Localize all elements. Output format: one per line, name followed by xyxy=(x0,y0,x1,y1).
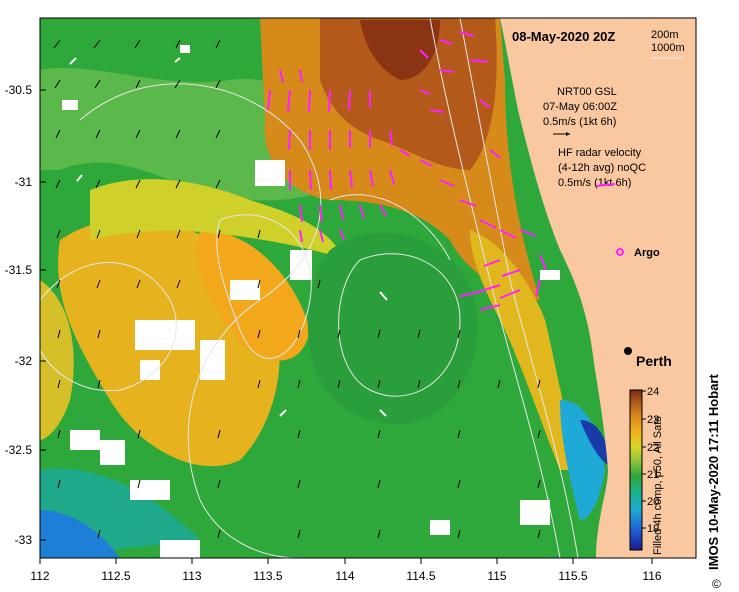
lon-tick-label: 114.5 xyxy=(406,569,435,583)
hf-label-line1: HF radar velocity xyxy=(558,147,642,159)
map-frame xyxy=(39,17,697,559)
depth-label-1000m: 1000m xyxy=(651,42,685,54)
hf-legend-arrow xyxy=(595,183,616,187)
colorbar-tick-label: 21 xyxy=(647,469,659,481)
lon-tick-label: 115 xyxy=(487,569,506,583)
colorbar-ticks xyxy=(642,390,646,529)
bathymetry-contours xyxy=(40,18,579,558)
gsl-label-line2: 07-May 06:00Z xyxy=(543,101,617,113)
hf-label-line3: 0.5m/s (1kt 6h) xyxy=(558,177,631,189)
lon-tick-label: 115.5 xyxy=(558,569,587,583)
lon-tick-label: 112.5 xyxy=(101,569,130,583)
lon-tick-label: 114 xyxy=(335,569,354,583)
lon-tick-label: 112 xyxy=(30,569,49,583)
lon-tick-marks xyxy=(39,558,653,564)
perth-label: Perth xyxy=(636,353,672,369)
white-velocity-arrows xyxy=(69,57,388,417)
lon-tick-label: 113 xyxy=(182,569,201,583)
lon-tick-label: 116 xyxy=(642,569,661,583)
colorbar-tick-label: 20 xyxy=(647,496,659,508)
colorbar-tick-label: 24 xyxy=(647,386,659,398)
gsl-velocity-arrows xyxy=(53,39,541,539)
argo-marker-icon xyxy=(616,248,624,256)
gsl-label-line1: NRT00 GSL xyxy=(557,86,617,98)
colorbar xyxy=(629,389,643,551)
depth-label-200m: 200m xyxy=(651,29,679,41)
colorbar-title: Filled 4h comp, p50, All Sats xyxy=(652,416,664,555)
colorbar-tick-label: 22 xyxy=(647,442,659,454)
lat-tick-marks xyxy=(40,89,46,541)
colorbar-tick-label: 23 xyxy=(647,414,659,426)
perth-marker-icon xyxy=(624,347,632,355)
lat-tick-label: -33 xyxy=(15,533,33,547)
date-label: 08-May-2020 20Z xyxy=(512,29,615,44)
hf-label-line2: (4-12h avg) noQC xyxy=(558,162,646,174)
hf-radar-arrows xyxy=(267,31,547,311)
lat-tick-label: -32 xyxy=(15,354,33,368)
lat-tick-label: -30.5 xyxy=(5,83,33,97)
lon-tick-label: 113.5 xyxy=(253,569,282,583)
land xyxy=(500,18,696,558)
gsl-label-line3: 0.5m/s (1kt 6h) xyxy=(543,116,616,128)
lat-tick-label: -31 xyxy=(15,175,33,189)
colorbar-tick-label: 19 xyxy=(647,523,659,535)
lat-tick-label: -32.5 xyxy=(5,443,33,457)
argo-label: Argo xyxy=(634,247,660,259)
imos-timestamp-label: IMOS 10-May-2020 17:11 Hobart xyxy=(706,374,721,570)
lat-tick-label: -31.5 xyxy=(5,263,33,277)
copyright-icon: © xyxy=(712,577,721,591)
sst-field xyxy=(40,18,696,558)
gsl-legend-arrow-head xyxy=(566,132,570,136)
